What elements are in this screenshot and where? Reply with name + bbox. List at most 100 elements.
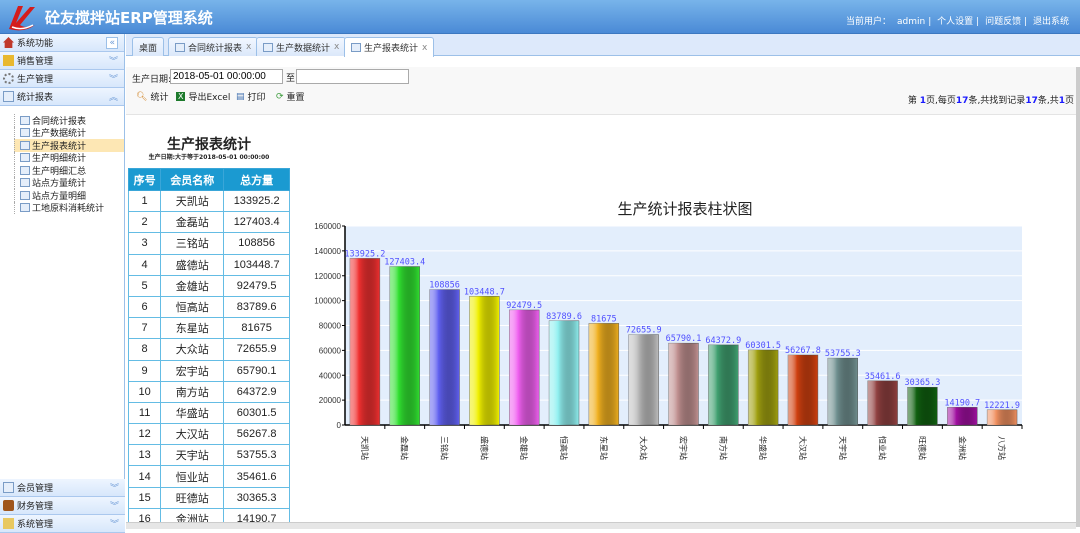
briefcase-icon — [3, 500, 14, 511]
bar-data-label: 56267.8 — [785, 346, 821, 356]
reset-button[interactable]: ⟳ 重置 — [276, 90, 305, 104]
row-volume: 108856 — [223, 232, 290, 255]
sidebar: 系统功能 « 销售管理 ︾ 生产管理 ︾ 统计报表 ︽ 合同统计报表 生产数据统计 生… — [0, 34, 125, 533]
x-tick-label: 大汉站 — [798, 436, 808, 460]
settings-link[interactable]: 个人设置 — [937, 17, 974, 27]
tree-item-contract-stats[interactable]: 合同统计报表 — [14, 114, 124, 127]
chart-title: 生产统计报表柱状图 — [617, 200, 752, 218]
row-index: 7 — [128, 317, 162, 340]
logout-link[interactable]: 退出系统 — [1032, 17, 1069, 27]
tree-label: 合同统计报表 — [32, 116, 87, 127]
bar-highlight — [628, 334, 659, 425]
row-index: 4 — [128, 253, 162, 276]
bar-data-label: 12221.9 — [984, 401, 1020, 411]
close-icon[interactable]: x — [422, 42, 428, 53]
table-row: 9 宏宇站 65790.1 — [128, 359, 290, 382]
y-tick-label: 60000 — [319, 346, 342, 355]
row-volume: 53755.3 — [223, 444, 290, 467]
table-icon — [263, 42, 273, 52]
tree-item-site-volume-detail[interactable]: 站点方量明细 — [14, 189, 124, 202]
row-member: 南方站 — [160, 380, 225, 403]
bar-data-label: 127403.4 — [384, 258, 425, 268]
table-row: 11 华盛站 60301.5 — [128, 401, 290, 425]
row-member: 金磊站 — [160, 211, 225, 234]
y-tick-label: 0 — [337, 421, 342, 430]
sidebar-section-production[interactable]: 生产管理 ︾ — [0, 70, 124, 88]
tree-item-site-volume[interactable]: 站点方量统计 — [14, 176, 124, 190]
table-icon — [20, 178, 30, 188]
tab-contract-stats[interactable]: 合同统计报表 x — [168, 37, 259, 56]
row-volume: 81675 — [223, 317, 290, 340]
tree-item-material-consumption[interactable]: 工地原料消耗统计 — [14, 201, 124, 214]
tree-label: 生产报表统计 — [32, 141, 87, 152]
bar-data-label: 30365.3 — [905, 378, 941, 388]
tab-desktop[interactable]: 桌面 — [132, 37, 165, 56]
bar-highlight — [788, 355, 818, 425]
table-row: 12 大汉站 56267.8 — [128, 423, 290, 446]
date-label: 生产日期: — [132, 75, 172, 85]
sidebar-section-sales[interactable]: 销售管理 ︾ — [0, 52, 124, 70]
report-title: 生产报表统计 — [167, 137, 251, 153]
row-index: 10 — [128, 380, 162, 403]
table-icon — [175, 42, 185, 52]
app-title: 砼友搅拌站ERP管理系统 — [45, 9, 213, 27]
section-label: 系统管理 — [17, 520, 54, 530]
row-index: 2 — [128, 211, 162, 234]
button-label: 重置 — [286, 93, 305, 103]
feedback-link[interactable]: 问题反馈 — [985, 17, 1022, 27]
tab-production-report[interactable]: 生产报表统计 x — [344, 37, 435, 57]
sidebar-section-members[interactable]: 会员管理 ︾ — [0, 479, 125, 497]
row-member: 旺德站 — [160, 486, 225, 509]
search-icon: 🔍︎ — [136, 91, 148, 102]
row-volume: 64372.9 — [223, 380, 290, 403]
y-tick-label: 20000 — [319, 396, 342, 405]
button-label: 统计 — [150, 93, 169, 103]
tree-item-production-data[interactable]: 生产数据统计 — [14, 126, 124, 139]
bar-data-label: 64372.9 — [705, 336, 741, 346]
row-volume: 65790.1 — [223, 359, 290, 382]
report-tree: 合同统计报表 生产数据统计 生产报表统计 生产明细统计 生产明细汇总 站点方量统… — [0, 106, 124, 456]
row-index: 11 — [128, 401, 162, 425]
close-icon[interactable]: x — [334, 42, 340, 52]
table-row: 3 三铭站 108856 — [128, 232, 290, 255]
tree-item-production-detail[interactable]: 生产明细统计 — [14, 151, 124, 164]
bar-data-label: 108856 — [429, 281, 460, 291]
x-tick-label: 恒业站 — [878, 436, 888, 460]
home-icon — [3, 37, 14, 48]
y-tick-label: 160000 — [314, 222, 341, 231]
close-icon[interactable]: x — [246, 42, 252, 52]
report-subtitle: 生产日期:大于等于2018-05-01 00:00:00 — [148, 154, 270, 161]
tree-label: 生产明细汇总 — [32, 166, 87, 177]
sidebar-section-system[interactable]: 系统管理 ︾ — [0, 515, 125, 533]
table-icon — [20, 190, 30, 200]
export-excel-button[interactable]: X 导出Excel — [176, 90, 230, 103]
tree-label: 站点方量统计 — [32, 179, 87, 190]
pager-info: 第 1页,每页17条,共找到记录17条,共1页 — [907, 96, 1074, 106]
print-button[interactable]: ▤ 打印 — [236, 90, 266, 104]
vertical-scrollbar[interactable] — [1076, 67, 1080, 527]
row-member: 金雄站 — [160, 274, 225, 297]
row-member: 大汉站 — [160, 423, 225, 446]
section-label: 会员管理 — [17, 484, 54, 494]
stats-button[interactable]: 🔍︎ 统计 — [136, 90, 169, 104]
row-volume: 56267.8 — [223, 423, 290, 446]
sidebar-section-reports[interactable]: 统计报表 ︽ — [0, 88, 124, 106]
tab-production-data[interactable]: 生产数据统计 x — [256, 37, 347, 56]
tab-label: 生产报表统计 — [364, 44, 419, 54]
collapse-sidebar-icon[interactable]: « — [106, 36, 118, 49]
date-from-input[interactable] — [170, 69, 283, 84]
app-header: 砼友搅拌站ERP管理系统 当前用户： admin | 个人设置 | 问题反馈 | 退出系… — [0, 0, 1080, 34]
row-volume: 103448.7 — [223, 253, 290, 276]
row-index: 3 — [128, 232, 162, 255]
tree-item-production-summary[interactable]: 生产明细汇总 — [14, 164, 124, 177]
row-index: 14 — [128, 465, 162, 488]
tree-item-production-report[interactable]: 生产报表统计 — [14, 139, 124, 152]
refresh-icon: ⟳ — [276, 91, 284, 102]
horizontal-scrollbar[interactable] — [126, 522, 1076, 529]
bar-data-label: 14190.7 — [944, 398, 980, 408]
bar-highlight — [748, 350, 779, 425]
sidebar-section-finance[interactable]: 财务管理 ︾ — [0, 497, 125, 515]
document-icon — [3, 55, 14, 66]
bar-highlight — [668, 343, 699, 425]
date-to-input[interactable] — [296, 69, 409, 84]
